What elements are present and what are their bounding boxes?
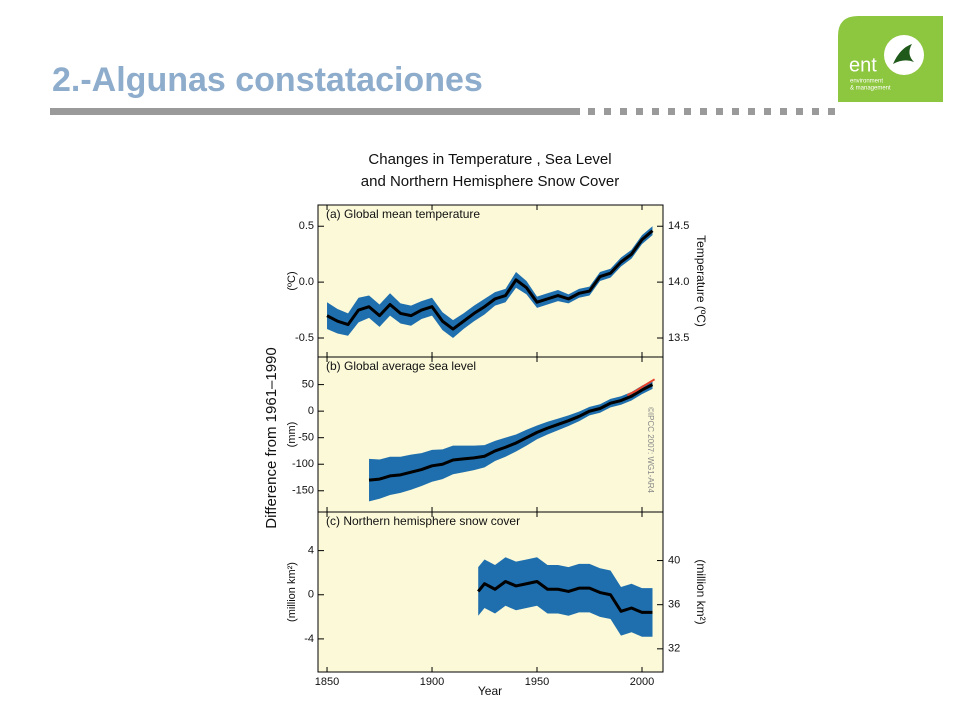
- title-rule: [50, 108, 580, 115]
- plots: (a) Global mean temperature 0.5 0.0 -0.5 14.…: [286, 204, 708, 688]
- y2-tick-label: 32: [668, 643, 680, 655]
- y2-axis-label: Temperature (ºC): [694, 235, 708, 327]
- slide-title: 2.-Algunas constataciones: [52, 61, 483, 99]
- x-tick-label: 2000: [630, 676, 654, 688]
- uncertainty-band: [369, 380, 653, 502]
- figure-title: Changes in Temperature , Sea Level: [368, 151, 611, 168]
- copyright: ©IPCC 2007: WG1-AR4: [646, 407, 655, 493]
- y-tick-label: -100: [292, 458, 314, 470]
- y2-tick-label: 14.0: [668, 276, 689, 288]
- data-line: [477, 580, 653, 614]
- y-axis-label: (mm): [286, 422, 298, 448]
- logo-name: ent: [849, 54, 877, 76]
- y2-tick-label: 14.5: [668, 220, 689, 232]
- y2-axis-label: (million km²): [694, 559, 708, 624]
- figure-title: and Northern Hemisphere Snow Cover: [361, 173, 619, 190]
- y-axis-label: (ºC): [286, 271, 298, 290]
- y-tick-label: -0.5: [295, 332, 314, 344]
- y-tick-label: -50: [298, 432, 314, 444]
- y-tick-label: -4: [304, 633, 314, 645]
- uncertainty-band: [478, 557, 653, 637]
- panel-title: (c) Northern hemisphere snow cover: [326, 514, 520, 528]
- data-line: [368, 383, 654, 482]
- uncertainty-band: [327, 226, 653, 338]
- logo-tree: [893, 44, 914, 64]
- y2-tick-label: 13.5: [668, 332, 689, 344]
- logo-text: environment: [850, 79, 883, 85]
- x-tick-label: 1850: [315, 676, 339, 688]
- y-tick-label: 0.5: [299, 220, 314, 232]
- data-line: [326, 229, 654, 331]
- y-axis-label: (million km²): [286, 562, 298, 622]
- x-tick-label: 1900: [420, 676, 444, 688]
- x-axis-title: Year: [478, 684, 502, 698]
- y-tick-label: 50: [302, 379, 314, 391]
- panel-title: (b) Global average sea level: [326, 359, 476, 373]
- plot-area: [317, 204, 664, 358]
- panel-title: (a) Global mean temperature: [326, 207, 480, 221]
- y2-tick-label: 40: [668, 554, 680, 566]
- y-tick-label: 4: [308, 545, 314, 557]
- y2-tick-label: 36: [668, 599, 680, 611]
- dotted-rule: [588, 108, 835, 115]
- y-tick-label: 0: [308, 589, 314, 601]
- y-tick-label: 0: [308, 405, 314, 417]
- data-line: [626, 378, 656, 397]
- y-tick-label: 0.0: [299, 276, 314, 288]
- y-tick-label: -150: [292, 485, 314, 497]
- y-axis-title: Difference from 1961–1990: [263, 347, 280, 529]
- x-tick-label: 1950: [525, 676, 549, 688]
- logo-text: & management: [850, 86, 891, 92]
